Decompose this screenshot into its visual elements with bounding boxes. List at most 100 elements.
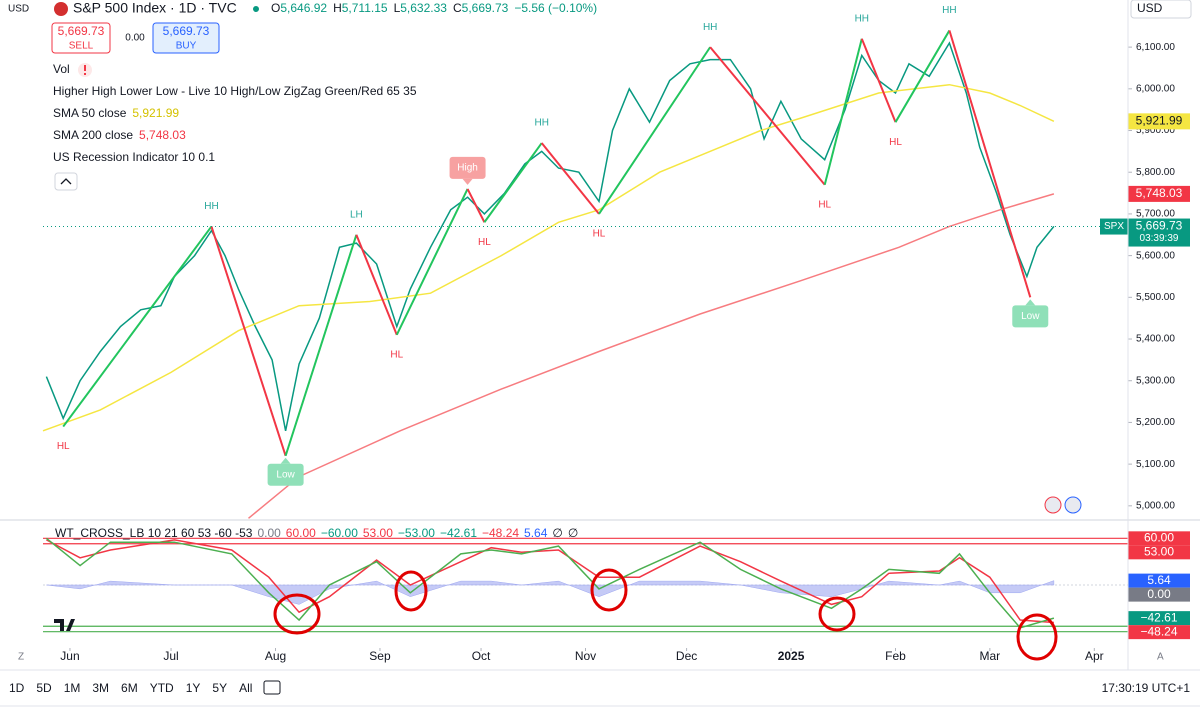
histogram-area	[46, 580, 1055, 605]
sell-price: 5,669.73	[58, 24, 105, 38]
collapse-button[interactable]	[54, 172, 78, 191]
price-tag	[1128, 185, 1190, 202]
event-flag[interactable]	[1064, 496, 1082, 514]
x-tick-label: Nov	[575, 649, 596, 663]
value-tag	[1128, 531, 1190, 546]
pivot-badge	[267, 463, 304, 486]
price-tag	[1128, 113, 1190, 130]
legend-entry: US Recession Indicator 10 0.1	[53, 150, 215, 164]
pivot-label: HL	[478, 237, 491, 248]
indicator-title: WT_CROSS_LB 10 21 60 53 -60 -53 0.00 60.00…	[55, 526, 578, 540]
y-tick-label: 5,700.00	[1136, 209, 1175, 220]
ohlc-value: 5,632.33	[400, 1, 447, 15]
zigzag-segment	[284, 234, 358, 457]
pivot-badge-pointer	[462, 178, 473, 185]
x-tick-label: 2025	[778, 649, 805, 663]
symbol-title[interactable]: S&P 500 Index · 1D · TVC	[73, 0, 237, 16]
range-button[interactable]: 1Y	[186, 681, 201, 695]
range-button[interactable]: 1D	[9, 681, 25, 695]
buy-label: BUY	[176, 41, 197, 52]
annotation-circle	[1016, 613, 1058, 661]
indicator-title-part: 53.00	[363, 526, 393, 540]
symbol-icon	[54, 2, 68, 16]
x-tick-label: Jul	[163, 649, 178, 663]
auto-scale-button[interactable]: A	[1157, 652, 1164, 663]
zigzag-segment	[355, 234, 398, 336]
legend-entry: Vol	[53, 62, 70, 76]
legend-name: US Recession Indicator 10 0.1	[53, 150, 215, 164]
buy-button[interactable]	[152, 22, 220, 54]
spread: 0.00	[125, 33, 145, 44]
pivot-label: LH	[350, 209, 363, 220]
series-line	[45, 41, 1055, 431]
date-range-icon[interactable]	[263, 680, 281, 695]
pivot-label: HH	[534, 118, 548, 129]
pivot-label: HH	[703, 22, 717, 33]
annotation-circle	[590, 568, 628, 612]
x-tick-label: Apr	[1085, 649, 1104, 663]
range-button[interactable]: 5Y	[212, 681, 227, 695]
warning-mark	[84, 65, 86, 71]
indicator-title-part: 60.00	[286, 526, 316, 540]
range-button[interactable]: 6M	[121, 681, 138, 695]
value-tag-label: 0.00	[1147, 587, 1171, 601]
series-line	[45, 537, 1055, 629]
symbol-tag-label: SPX	[1104, 221, 1124, 232]
collapse-arrow	[60, 178, 72, 185]
zigzag-segment	[483, 142, 543, 223]
pivot-label: HL	[593, 229, 606, 240]
currency-button[interactable]	[1130, 0, 1192, 19]
annotation-circle	[273, 593, 321, 635]
pivot-label: HL	[57, 441, 70, 452]
value-tag-label: 5.64	[1147, 573, 1171, 587]
legend-name: SMA 200 close	[53, 128, 133, 142]
value-tag	[1128, 587, 1190, 602]
pivot-label: HH	[204, 201, 218, 212]
indicator-title-part: −60.00	[321, 526, 358, 540]
zigzag-segment	[62, 225, 213, 428]
x-tick-label: Oct	[472, 649, 491, 663]
clock: 17:30:19 UTC+1	[1102, 681, 1191, 695]
annotation-circle	[818, 596, 856, 632]
range-button[interactable]: 5D	[36, 681, 52, 695]
ohlc-key: O	[271, 1, 280, 15]
value-tag-label: −48.24	[1140, 624, 1177, 638]
indicator-title-part: WT_CROSS_LB 10 21 60 53 -60 -53	[55, 526, 253, 540]
pivot-label: HL	[889, 137, 902, 148]
zigzag-segment	[709, 46, 826, 186]
bottom-toolbar: 1D 5D 1M 3M 6M YTD 1Y 5Y All	[9, 681, 252, 695]
range-button[interactable]: 3M	[92, 681, 109, 695]
value-tag-label: 53.00	[1144, 545, 1174, 559]
price-change: −5.56 (−0.10%)	[514, 1, 597, 15]
countdown: 03:39:39	[1140, 233, 1179, 244]
y-tick-label: 6,100.00	[1136, 42, 1175, 53]
pivot-label: HH	[855, 13, 869, 24]
zigzag-segment	[540, 142, 600, 215]
legend-name: Higher High Lower Low - Live 10 High/Low…	[53, 84, 417, 98]
value-tag	[1128, 611, 1190, 626]
pivot-badge-pointer	[280, 457, 291, 464]
y-tick-label: 5,000.00	[1136, 500, 1175, 511]
y-tick-label: 5,500.00	[1136, 292, 1175, 303]
indicator-title-part: 0.00	[257, 526, 281, 540]
x-tick-label: Sep	[369, 649, 391, 663]
event-flag[interactable]	[1044, 496, 1062, 514]
zigzag-segment	[210, 226, 287, 457]
price-pane: 5,000.00 5,100.00 5,200.00 5,300.00 5,400.00…	[42, 5, 1190, 519]
value-tag	[1128, 545, 1190, 560]
ohlc-key: H	[333, 1, 342, 15]
zigzag-segment	[860, 38, 897, 123]
ohlc-value: 5,646.92	[280, 1, 327, 15]
indicator-title-part: 5.64	[524, 526, 548, 540]
sell-button[interactable]	[51, 22, 111, 54]
x-tick-label: Feb	[885, 649, 906, 663]
pivot-badge	[1012, 305, 1049, 328]
pivot-label: Low	[276, 469, 295, 480]
range-button[interactable]: All	[239, 681, 252, 695]
range-button[interactable]: YTD	[150, 681, 174, 695]
scale-button[interactable]: Z	[18, 652, 24, 663]
ohlc-value: 5,669.73	[462, 1, 509, 15]
legend-entry: SMA 200 close 5,748.03	[53, 128, 186, 142]
range-button[interactable]: 1M	[64, 681, 81, 695]
